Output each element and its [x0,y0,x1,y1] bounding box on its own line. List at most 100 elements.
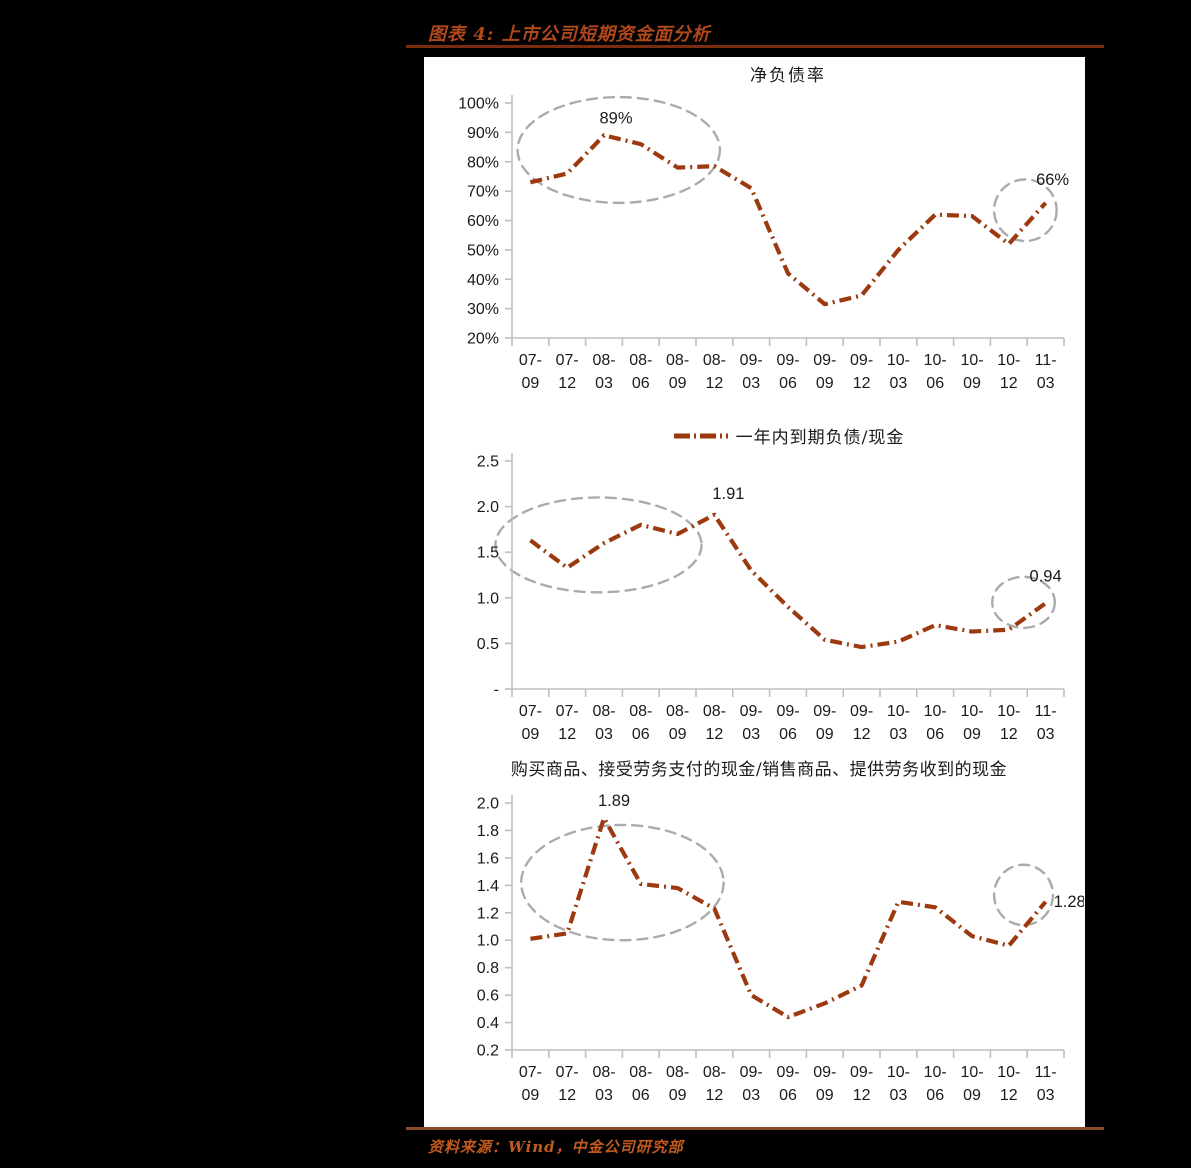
svg-text:09: 09 [669,1087,687,1104]
chart2-debt-due-to-cash-plot: 2.5 2.0 1.5 1.0 0.5 - 07- 09 07- 12 08- 03 08- 06 08- 0… [477,453,1065,743]
svg-text:07-: 07- [556,352,579,369]
charts-panel: 净负债率 100% 90% 80% 70% 60% 50% 40% 30% 20% 07- 09 07… [424,57,1085,1127]
svg-text:08-: 08- [666,703,689,720]
chart3-title: 购买商品、接受劳务支付的现金/销售商品、提供劳务收到的现金 [510,760,1008,780]
svg-text:08-: 08- [629,1064,652,1081]
svg-text:06: 06 [632,1087,650,1104]
svg-text:2.0: 2.0 [477,796,499,813]
svg-text:2.0: 2.0 [477,499,499,516]
svg-text:09-: 09- [850,1064,873,1081]
svg-text:12: 12 [853,726,871,743]
svg-text:70%: 70% [467,184,499,201]
svg-text:10-: 10- [960,1064,983,1081]
svg-text:12: 12 [706,375,724,392]
svg-text:09-: 09- [850,703,873,720]
svg-text:03: 03 [1037,726,1055,743]
svg-text:06: 06 [632,375,650,392]
svg-text:09-: 09- [776,1064,799,1081]
svg-text:12: 12 [1000,726,1018,743]
svg-text:06: 06 [779,1087,797,1104]
svg-text:0.8: 0.8 [477,960,499,977]
svg-text:07-: 07- [556,703,579,720]
svg-text:20%: 20% [467,331,499,348]
svg-text:10-: 10- [887,703,910,720]
svg-text:06: 06 [779,726,797,743]
svg-text:1.89: 1.89 [598,792,630,810]
title-underline [406,45,1104,48]
svg-text:06: 06 [632,726,650,743]
svg-text:03: 03 [595,375,613,392]
svg-text:12: 12 [706,726,724,743]
svg-text:12: 12 [853,375,871,392]
svg-text:12: 12 [706,1087,724,1104]
svg-text:100%: 100% [458,96,499,113]
svg-text:03: 03 [742,1087,760,1104]
svg-text:-: - [494,682,499,699]
svg-text:08-: 08- [592,352,615,369]
svg-text:11-: 11- [1035,703,1057,720]
chart1-title: 净负债率 [750,66,826,86]
svg-text:03: 03 [890,1087,908,1104]
svg-text:10-: 10- [887,1064,910,1081]
svg-text:1.6: 1.6 [477,850,499,867]
svg-text:09: 09 [963,375,981,392]
svg-text:09: 09 [522,375,540,392]
svg-text:0.94: 0.94 [1030,567,1062,585]
svg-text:09: 09 [816,375,834,392]
svg-text:09: 09 [669,375,687,392]
svg-text:1.8: 1.8 [477,823,499,840]
svg-text:09-: 09- [740,352,763,369]
svg-text:30%: 30% [467,301,499,318]
svg-text:12: 12 [1000,375,1018,392]
svg-text:60%: 60% [467,213,499,230]
svg-text:03: 03 [1037,375,1055,392]
svg-text:1.5: 1.5 [477,545,499,562]
svg-text:10-: 10- [997,703,1020,720]
svg-text:08-: 08- [592,703,615,720]
svg-text:11-: 11- [1035,352,1057,369]
svg-text:08-: 08- [629,352,652,369]
svg-text:07-: 07- [519,1064,542,1081]
svg-text:06: 06 [926,375,944,392]
svg-text:1.2: 1.2 [477,905,499,922]
svg-text:08-: 08- [592,1064,615,1081]
svg-text:12: 12 [1000,1087,1018,1104]
svg-text:0.5: 0.5 [477,636,499,653]
figure-title: 图表 4: 上市公司短期资金面分析 [428,24,711,45]
legend-dashdot-line-icon [673,433,728,438]
svg-text:1.0: 1.0 [477,590,499,607]
svg-text:03: 03 [742,726,760,743]
svg-text:40%: 40% [467,272,499,289]
svg-text:2.5: 2.5 [477,454,499,471]
svg-text:10-: 10- [960,703,983,720]
svg-text:0.6: 0.6 [477,988,499,1005]
svg-text:1.91: 1.91 [712,485,744,503]
svg-text:12: 12 [853,1087,871,1104]
svg-text:03: 03 [595,726,613,743]
svg-text:09: 09 [522,1087,540,1104]
svg-text:09-: 09- [776,352,799,369]
svg-text:12: 12 [558,726,576,743]
svg-text:09-: 09- [776,703,799,720]
svg-text:07-: 07- [519,352,542,369]
svg-text:09: 09 [522,726,540,743]
svg-text:08-: 08- [666,1064,689,1081]
svg-text:09: 09 [963,726,981,743]
svg-text:06: 06 [926,1087,944,1104]
svg-text:89%: 89% [599,109,632,127]
svg-text:03: 03 [890,375,908,392]
footer-divider [406,1127,1104,1130]
svg-text:09-: 09- [740,703,763,720]
svg-text:10-: 10- [924,1064,947,1081]
svg-text:08-: 08- [703,1064,726,1081]
svg-text:03: 03 [742,375,760,392]
svg-text:09: 09 [963,1087,981,1104]
svg-text:08-: 08- [629,703,652,720]
svg-text:12: 12 [558,1087,576,1104]
svg-text:09-: 09- [813,352,836,369]
svg-text:10-: 10- [924,703,947,720]
svg-text:1.0: 1.0 [477,933,499,950]
svg-text:90%: 90% [467,125,499,142]
svg-text:06: 06 [779,375,797,392]
svg-text:08-: 08- [703,352,726,369]
